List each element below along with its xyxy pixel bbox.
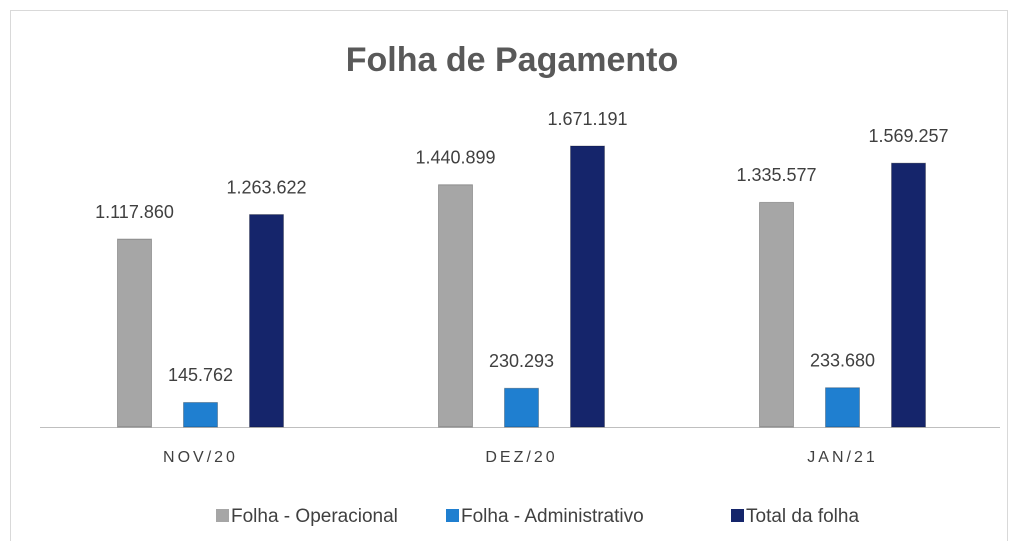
legend-marker [446,509,459,522]
legend-marker [216,509,229,522]
bar [249,214,284,428]
bar [504,387,539,428]
bar [570,145,605,428]
bar [759,201,794,428]
bar [825,387,860,428]
x-tick-label: NOV/20 [163,449,238,466]
legend-label: Folha - Administrativo [461,506,644,527]
bar [438,184,473,428]
bar [891,162,926,428]
data-label: 1.117.860 [95,202,174,222]
data-label: 145.762 [168,365,233,385]
chart-title: Folha de Pagamento [346,41,679,79]
data-label: 1.671.191 [547,109,627,129]
data-label: 1.569.257 [868,126,948,146]
bar [117,238,152,428]
data-label: 1.263.622 [226,177,306,197]
x-tick-label: JAN/21 [807,449,877,466]
bar [183,401,218,428]
chart-border [10,10,1008,546]
legend-label: Total da folha [746,506,859,527]
data-label: 233.680 [810,350,875,370]
x-tick-label: DEZ/20 [485,449,557,466]
data-label: 1.335.577 [736,165,816,185]
legend-marker [731,509,744,522]
data-label: 230.293 [489,351,554,371]
legend-label: Folha - Operacional [231,506,398,527]
data-label: 1.440.899 [415,147,495,167]
